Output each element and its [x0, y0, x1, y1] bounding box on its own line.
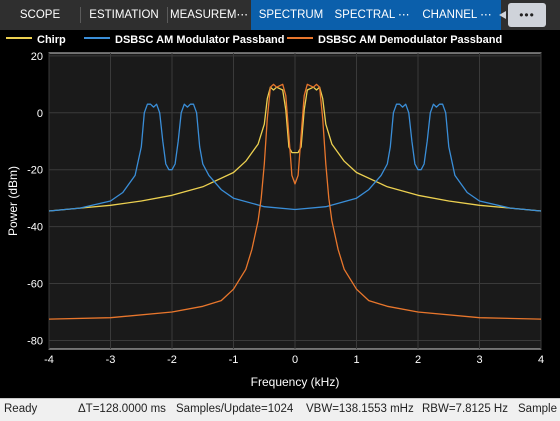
legend-label: DSBSC AM Demodulator Passband	[318, 34, 503, 46]
series-line-2	[48, 83, 542, 320]
legend-swatch	[84, 37, 110, 39]
status-ready: Ready	[4, 403, 38, 415]
status-delta-t: ΔT=128.0000 ms	[78, 403, 166, 415]
plot-legend: Chirp DSBSC AM Modulator Passband DSBSC …	[0, 30, 560, 50]
more-options-icon: •••	[519, 8, 535, 22]
legend-item-modulator[interactable]: DSBSC AM Modulator Passband	[84, 30, 285, 50]
tab-measurements[interactable]: MEASUREM⋯	[168, 0, 250, 30]
tab-channel-measurements-label: CHANNEL ⋯	[422, 9, 492, 21]
tab-estimation[interactable]: ESTIMATION	[81, 0, 167, 30]
tab-separator	[167, 7, 168, 23]
status-rbw: RBW=7.8125 Hz	[422, 403, 508, 415]
status-vbw: VBW=138.1553 mHz	[306, 403, 414, 415]
y-tick-label: -20	[27, 165, 43, 177]
status-bar: Ready ΔT=128.0000 ms Samples/Update=1024…	[0, 398, 560, 421]
toolstrip-tab-bar: SCOPE ESTIMATION MEASUREM⋯ SPECTRUM SPEC…	[0, 0, 560, 30]
tab-measurements-label: MEASUREM⋯	[170, 9, 248, 21]
tab-spectral-mask[interactable]: SPECTRAL ⋯	[331, 0, 413, 30]
x-tick-label: 0	[292, 354, 298, 366]
x-tick-label: -2	[167, 354, 177, 366]
x-tick-label: 1	[353, 354, 359, 366]
y-axis-label: Power (dBm)	[6, 166, 20, 236]
x-tick-label: -1	[229, 354, 239, 366]
series-line-0	[48, 86, 542, 212]
tab-spectrum-label: SPECTRUM	[258, 9, 324, 21]
tab-spectral-mask-label: SPECTRAL ⋯	[334, 9, 410, 21]
status-sample: Sample	[518, 403, 557, 415]
y-tick-label: -60	[27, 279, 43, 291]
y-tick-label: -80	[27, 335, 43, 347]
spectrum-plot[interactable]: -4 -3 -2 -1 0 1 2 3 4 20 0 -20 -40 -60 -80 Frequency (…	[0, 50, 560, 398]
plot-series	[48, 83, 542, 320]
tab-scope-label: SCOPE	[19, 9, 61, 21]
x-tick-label: 3	[476, 354, 482, 366]
legend-item-demodulator[interactable]: DSBSC AM Demodulator Passband	[287, 30, 502, 50]
tab-estimation-label: ESTIMATION	[89, 9, 159, 21]
legend-swatch	[6, 37, 32, 39]
series-line-1	[48, 103, 542, 212]
x-tick-label: 4	[538, 354, 544, 366]
x-tick-label: 2	[415, 354, 421, 366]
status-samples-update: Samples/Update=1024	[176, 403, 294, 415]
tab-channel-measurements[interactable]: CHANNEL ⋯	[413, 0, 501, 30]
x-axis-label: Frequency (kHz)	[251, 375, 340, 389]
y-tick-label: 20	[31, 51, 43, 63]
tab-spectrum[interactable]: SPECTRUM	[251, 0, 331, 30]
legend-label: DSBSC AM Modulator Passband	[115, 34, 285, 46]
legend-item-chirp[interactable]: Chirp	[6, 30, 66, 50]
x-tick-label: -3	[106, 354, 116, 366]
legend-swatch	[287, 37, 313, 39]
y-tick-label: -40	[27, 222, 43, 234]
tab-scope[interactable]: SCOPE	[0, 0, 80, 30]
tick-labels: -4 -3 -2 -1 0 1 2 3 4 20 0 -20 -40 -60 -80	[27, 51, 544, 366]
y-tick-label: 0	[37, 108, 43, 120]
legend-label: Chirp	[37, 34, 66, 46]
tab-separator	[80, 7, 81, 23]
toolstrip-overflow-button[interactable]: •••	[499, 3, 546, 27]
x-tick-label: -4	[44, 354, 54, 366]
